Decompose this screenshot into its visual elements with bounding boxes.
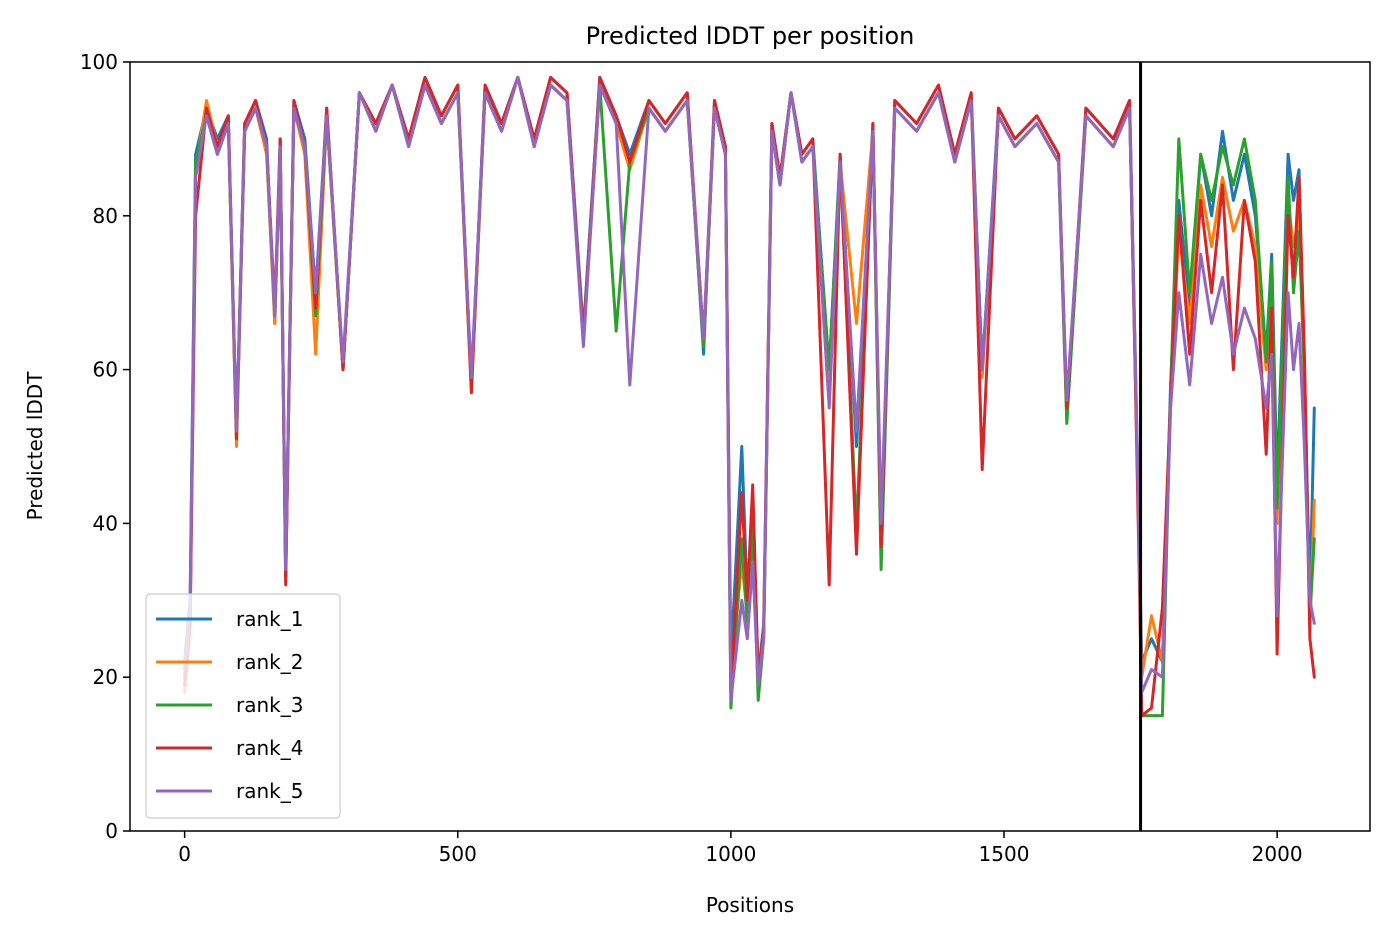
x-axis-label: Positions [706, 893, 794, 917]
y-tick-label: 0 [105, 819, 118, 843]
legend-label: rank_5 [236, 779, 303, 803]
y-tick-label: 100 [80, 50, 118, 74]
y-tick-label: 20 [93, 665, 118, 689]
x-tick-label: 500 [439, 842, 477, 866]
series-lines [183, 75, 1316, 718]
x-tick-label: 1000 [705, 842, 756, 866]
legend: rank_1 rank_2 rank_3 rank_4 rank_5 [145, 593, 341, 819]
y-tick-label: 60 [93, 358, 118, 382]
legend-label: rank_4 [236, 736, 303, 760]
y-axis-label: Predicted lDDT [23, 371, 47, 521]
legend-label: rank_3 [236, 693, 303, 717]
x-axis-ticks: 0 500 1000 1500 2000 [178, 831, 1303, 866]
x-tick-label: 2000 [1252, 842, 1303, 866]
y-tick-label: 40 [93, 511, 118, 535]
series-line-rank-5 [183, 75, 1316, 702]
x-tick-label: 1500 [979, 842, 1030, 866]
chart-title: Predicted lDDT per position [586, 22, 915, 50]
x-tick-label: 0 [178, 842, 191, 866]
legend-label: rank_1 [236, 607, 303, 631]
legend-label: rank_2 [236, 650, 303, 674]
y-tick-label: 80 [93, 204, 118, 228]
y-axis-ticks: 0 20 40 60 80 100 [80, 50, 130, 843]
legend-box [145, 593, 341, 819]
plot-frame [129, 61, 1371, 832]
